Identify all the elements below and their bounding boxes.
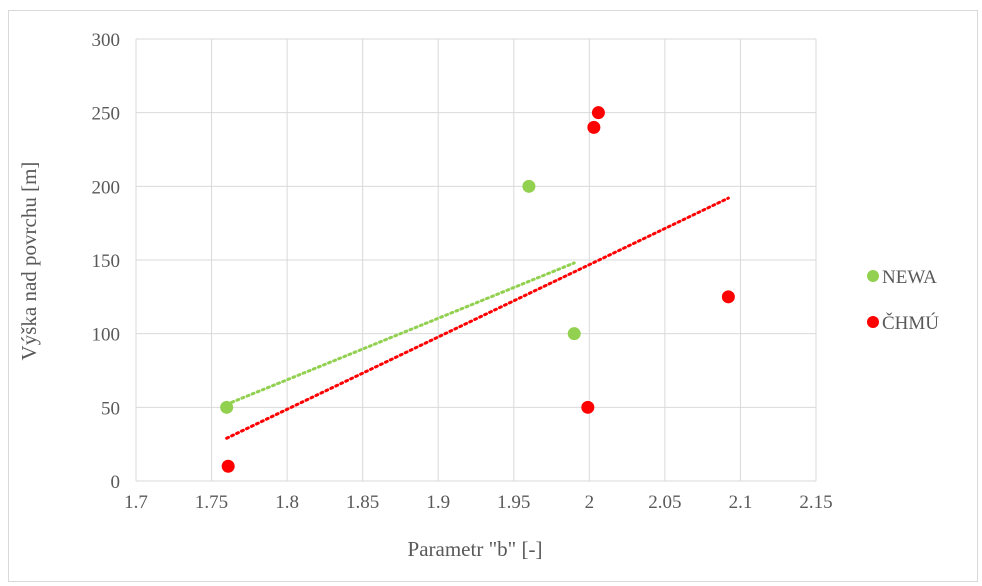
data-point [587,120,601,134]
y-tick-label: 250 [92,104,121,125]
data-point [567,327,581,341]
x-axis-title: Parametr "b" [-] [408,537,543,561]
x-tick-label: 2.05 [648,492,681,513]
x-tick-label: 1.85 [346,492,379,513]
data-point [721,290,735,304]
legend-marker [867,316,879,328]
data-point [591,106,605,120]
data-point [221,459,235,473]
data-point [581,400,595,414]
trendline-čhmú [225,196,730,440]
y-tick-label: 200 [92,177,121,198]
trendline-newa [225,261,576,406]
x-tick-label: 1.9 [426,492,450,513]
data-point [522,179,536,193]
legend-marker [867,270,879,282]
x-tick-labels: 1.7 1.75 1.8 1.85 1.9 1.95 2 2.05 2.1 2.15 [124,492,833,513]
data-point [220,400,234,414]
y-tick-label: 100 [92,325,121,346]
x-tick-label: 1.8 [275,492,299,513]
y-tick-label: 50 [101,398,120,419]
trendlines [225,196,730,440]
y-tick-label: 0 [111,472,121,493]
legend-label: NEWA [882,267,937,288]
y-tick-label: 300 [92,30,121,51]
grid [135,38,817,482]
legend-label: ČHMÚ [882,312,939,334]
x-tick-label: 2 [585,492,595,513]
legend: NEWA ČHMÚ [867,267,939,334]
y-axis-title: Výška nad povrchu [m] [17,162,41,361]
y-tick-label: 150 [92,251,121,272]
data-points [220,106,735,473]
y-tick-labels: 0 50 100 150 200 250 300 [92,30,121,493]
x-tick-label: 1.95 [497,492,530,513]
x-tick-label: 1.7 [124,492,148,513]
x-tick-label: 2.1 [729,492,753,513]
x-tick-label: 1.75 [195,492,228,513]
x-tick-label: 2.15 [799,492,832,513]
